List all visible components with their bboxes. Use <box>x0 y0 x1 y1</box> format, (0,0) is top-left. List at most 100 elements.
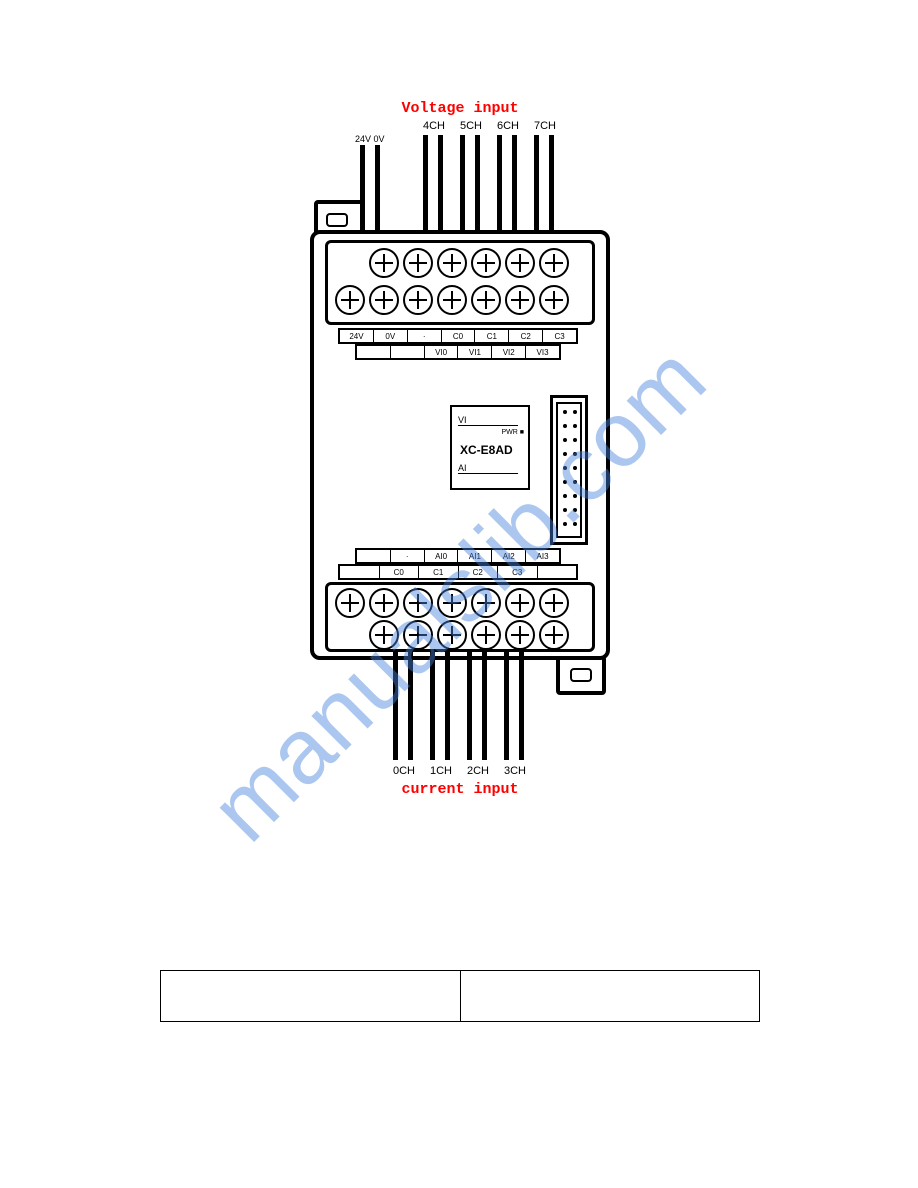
mount-hole-bottom-right <box>570 668 592 682</box>
strip-cell: · <box>408 330 442 342</box>
strip-cell: AI0 <box>425 550 459 562</box>
strip-cell <box>357 346 391 358</box>
connector-pin <box>573 480 577 484</box>
wire-1ch-b <box>445 650 450 760</box>
screw <box>505 620 535 650</box>
ch-label-3: 3CH <box>504 765 526 777</box>
screw <box>335 285 365 315</box>
ch-label-5: 5CH <box>460 120 482 132</box>
strip-cell: C0 <box>442 330 476 342</box>
ch-label-1: 1CH <box>430 765 452 777</box>
strip-cell: C2 <box>509 330 543 342</box>
top-label-strip-2: VI0 VI1 VI2 VI3 <box>355 344 561 360</box>
screw <box>369 285 399 315</box>
connector-pin <box>573 410 577 414</box>
connector-pin <box>563 494 567 498</box>
screw <box>471 620 501 650</box>
screw <box>471 248 501 278</box>
screw <box>369 620 399 650</box>
connector-pin <box>573 508 577 512</box>
strip-cell: C3 <box>498 566 538 578</box>
strip-cell: AI1 <box>458 550 492 562</box>
wire-3ch-b <box>519 650 524 760</box>
table-cell <box>161 971 461 1022</box>
screw <box>505 588 535 618</box>
screw <box>471 285 501 315</box>
voltage-input-label: Voltage input <box>401 100 518 117</box>
table-cell <box>460 971 760 1022</box>
screw <box>403 620 433 650</box>
connector-pin <box>563 522 567 526</box>
strip-cell: C0 <box>380 566 420 578</box>
strip-cell <box>340 566 380 578</box>
screw <box>539 248 569 278</box>
connector-pin <box>573 494 577 498</box>
strip-cell: C1 <box>475 330 509 342</box>
top-label-strip: 24V 0V · C0 C1 C2 C3 <box>338 328 578 344</box>
strip-cell: 24V <box>340 330 374 342</box>
screw <box>403 248 433 278</box>
connector-pin <box>563 424 567 428</box>
screw <box>369 248 399 278</box>
strip-cell: VI0 <box>425 346 459 358</box>
bottom-label-strip-1: · AI0 AI1 AI2 AI3 <box>355 548 561 564</box>
wire-1ch-a <box>430 650 435 760</box>
empty-table <box>160 970 760 1022</box>
pwr-label: PWR ■ <box>501 429 524 436</box>
strip-cell: C3 <box>543 330 576 342</box>
strip-cell: VI1 <box>458 346 492 358</box>
screw <box>437 248 467 278</box>
wiring-diagram: Voltage input 4CH 5CH 6CH 7CH 24V 0V <box>260 100 660 800</box>
screw <box>369 588 399 618</box>
strip-cell: C2 <box>459 566 499 578</box>
connector-pin <box>573 424 577 428</box>
screw <box>505 248 535 278</box>
ch-label-4: 4CH <box>423 120 445 132</box>
screw <box>437 588 467 618</box>
connector-pin <box>563 508 567 512</box>
screw <box>403 285 433 315</box>
screw <box>539 285 569 315</box>
strip-cell <box>538 566 577 578</box>
wire-3ch-a <box>504 650 509 760</box>
bottom-screw-row-2 <box>335 620 603 650</box>
ch-label-6: 6CH <box>497 120 519 132</box>
wire-0ch-b <box>408 650 413 760</box>
connector-pin <box>563 466 567 470</box>
power-label-top: 24V 0V <box>355 134 385 144</box>
screw <box>539 620 569 650</box>
strip-cell <box>391 346 425 358</box>
screw <box>437 620 467 650</box>
top-screw-row-2 <box>335 285 569 315</box>
strip-cell: · <box>391 550 425 562</box>
screw <box>505 285 535 315</box>
screw <box>539 588 569 618</box>
connector-pin <box>563 438 567 442</box>
strip-cell: VI2 <box>492 346 526 358</box>
strip-cell: AI2 <box>492 550 526 562</box>
ch-label-0: 0CH <box>393 765 415 777</box>
screw <box>335 588 365 618</box>
side-connector-inner <box>556 402 582 538</box>
wire-2ch-a <box>467 650 472 760</box>
screw <box>471 588 501 618</box>
strip-cell: VI3 <box>526 346 559 358</box>
strip-cell <box>357 550 391 562</box>
bottom-screw-row-1 <box>335 588 569 618</box>
ch-label-2: 2CH <box>467 765 489 777</box>
ai-label: AI <box>458 463 518 474</box>
strip-cell: 0V <box>374 330 408 342</box>
wire-0ch-a <box>393 650 398 760</box>
connector-pin <box>563 452 567 456</box>
table-row <box>161 971 760 1022</box>
strip-cell: AI3 <box>526 550 559 562</box>
mount-hole-top-left <box>326 213 348 227</box>
connector-pin <box>573 522 577 526</box>
ch-label-7: 7CH <box>534 120 556 132</box>
screw <box>403 588 433 618</box>
current-input-label: current input <box>401 781 518 798</box>
connector-pin <box>573 452 577 456</box>
model-label-box: VI PWR ■ XC-E8AD AI <box>450 405 530 490</box>
bottom-label-strip-2: C0 C1 C2 C3 <box>338 564 578 580</box>
connector-pin <box>563 480 567 484</box>
